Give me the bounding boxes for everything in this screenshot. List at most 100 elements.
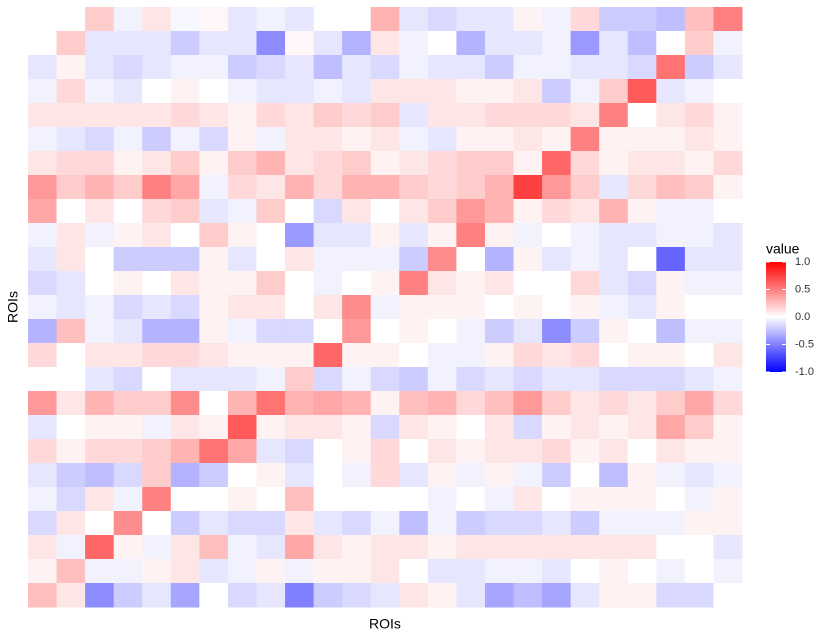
heat-cell	[285, 343, 315, 368]
heat-cell	[484, 319, 515, 344]
heat-cell	[170, 535, 200, 560]
heat-cell	[627, 487, 657, 512]
heat-cell	[285, 7, 315, 32]
heat-cell	[56, 7, 86, 32]
heat-cell	[484, 535, 515, 560]
heat-cell	[170, 223, 200, 248]
heat-cell	[684, 247, 714, 272]
heat-cell	[56, 271, 86, 296]
heat-cell	[427, 175, 457, 200]
heat-cell	[256, 415, 286, 440]
heat-cell	[570, 511, 600, 536]
heat-cell	[199, 463, 229, 488]
heat-cell	[56, 559, 86, 584]
heat-cell	[713, 55, 743, 80]
heat-cell	[542, 271, 572, 296]
heat-cell	[513, 559, 543, 584]
heat-cell	[656, 295, 686, 320]
heat-cell	[256, 271, 286, 296]
heat-cell	[285, 415, 315, 440]
heat-cell	[656, 55, 686, 80]
heat-cell	[542, 319, 572, 344]
heat-cell	[599, 271, 629, 296]
heat-cell	[427, 559, 457, 584]
heat-cell	[285, 367, 315, 392]
heat-cell	[599, 223, 629, 248]
heat-cell	[713, 511, 743, 536]
heat-cell	[427, 271, 457, 296]
heat-cell	[399, 463, 429, 488]
heat-cell	[542, 55, 572, 80]
heat-cell	[513, 55, 543, 80]
heat-cell	[170, 271, 200, 296]
heat-cell	[484, 151, 515, 176]
heat-cell	[85, 103, 115, 128]
heat-cell	[713, 127, 743, 152]
heat-cell	[542, 223, 572, 248]
heat-cell	[370, 175, 400, 200]
heat-cell	[199, 247, 229, 272]
heat-cell	[684, 127, 714, 152]
heat-cell	[113, 247, 143, 272]
heat-cell	[713, 487, 743, 512]
heat-cell	[370, 295, 400, 320]
heat-cell	[456, 7, 486, 32]
heat-cell	[142, 415, 172, 440]
heat-cell	[256, 127, 286, 152]
heat-cell	[342, 439, 372, 464]
heat-cell	[570, 463, 600, 488]
heat-cell	[85, 511, 115, 536]
heat-cell	[599, 391, 629, 416]
heat-cell	[513, 583, 543, 608]
heat-cell	[113, 7, 143, 32]
heat-cell	[570, 199, 600, 224]
heat-cell	[370, 79, 400, 104]
heat-cell	[713, 463, 743, 488]
heat-cell	[56, 487, 86, 512]
heat-cell	[370, 31, 400, 56]
heat-cell	[113, 583, 143, 608]
heat-cell	[85, 271, 115, 296]
heat-cell	[570, 559, 600, 584]
heat-cell	[285, 583, 315, 608]
heat-cell	[170, 463, 200, 488]
heat-cell	[342, 367, 372, 392]
heat-cell	[142, 271, 172, 296]
heat-cell	[684, 199, 714, 224]
heat-cell	[599, 487, 629, 512]
heat-cell	[684, 295, 714, 320]
heat-cell	[599, 439, 629, 464]
heat-cell	[199, 319, 229, 344]
heat-cell	[427, 223, 457, 248]
heat-cell	[713, 7, 743, 32]
heat-cell	[285, 319, 315, 344]
heat-cell	[56, 319, 86, 344]
heat-cell	[113, 199, 143, 224]
legend-title: value	[766, 241, 800, 257]
heat-cell	[313, 127, 343, 152]
heat-cell	[342, 223, 372, 248]
heat-cell	[170, 103, 200, 128]
heat-cell	[456, 391, 486, 416]
heat-cell	[170, 247, 200, 272]
heat-cell	[627, 7, 657, 32]
heat-cell	[484, 487, 515, 512]
heat-cell	[542, 511, 572, 536]
heat-cell	[285, 247, 315, 272]
heat-cell	[484, 367, 515, 392]
heat-cell	[399, 343, 429, 368]
heat-cell	[456, 151, 486, 176]
heat-cell	[542, 127, 572, 152]
heat-cell	[199, 415, 229, 440]
heat-cell	[370, 583, 400, 608]
heat-cell	[170, 559, 200, 584]
heat-cell	[656, 415, 686, 440]
heat-cell	[542, 103, 572, 128]
heat-cell	[456, 271, 486, 296]
heat-cell	[56, 583, 86, 608]
heat-cell	[513, 487, 543, 512]
heat-cell	[456, 247, 486, 272]
heat-cell	[313, 295, 343, 320]
heat-cell	[656, 463, 686, 488]
heat-cell	[256, 319, 286, 344]
